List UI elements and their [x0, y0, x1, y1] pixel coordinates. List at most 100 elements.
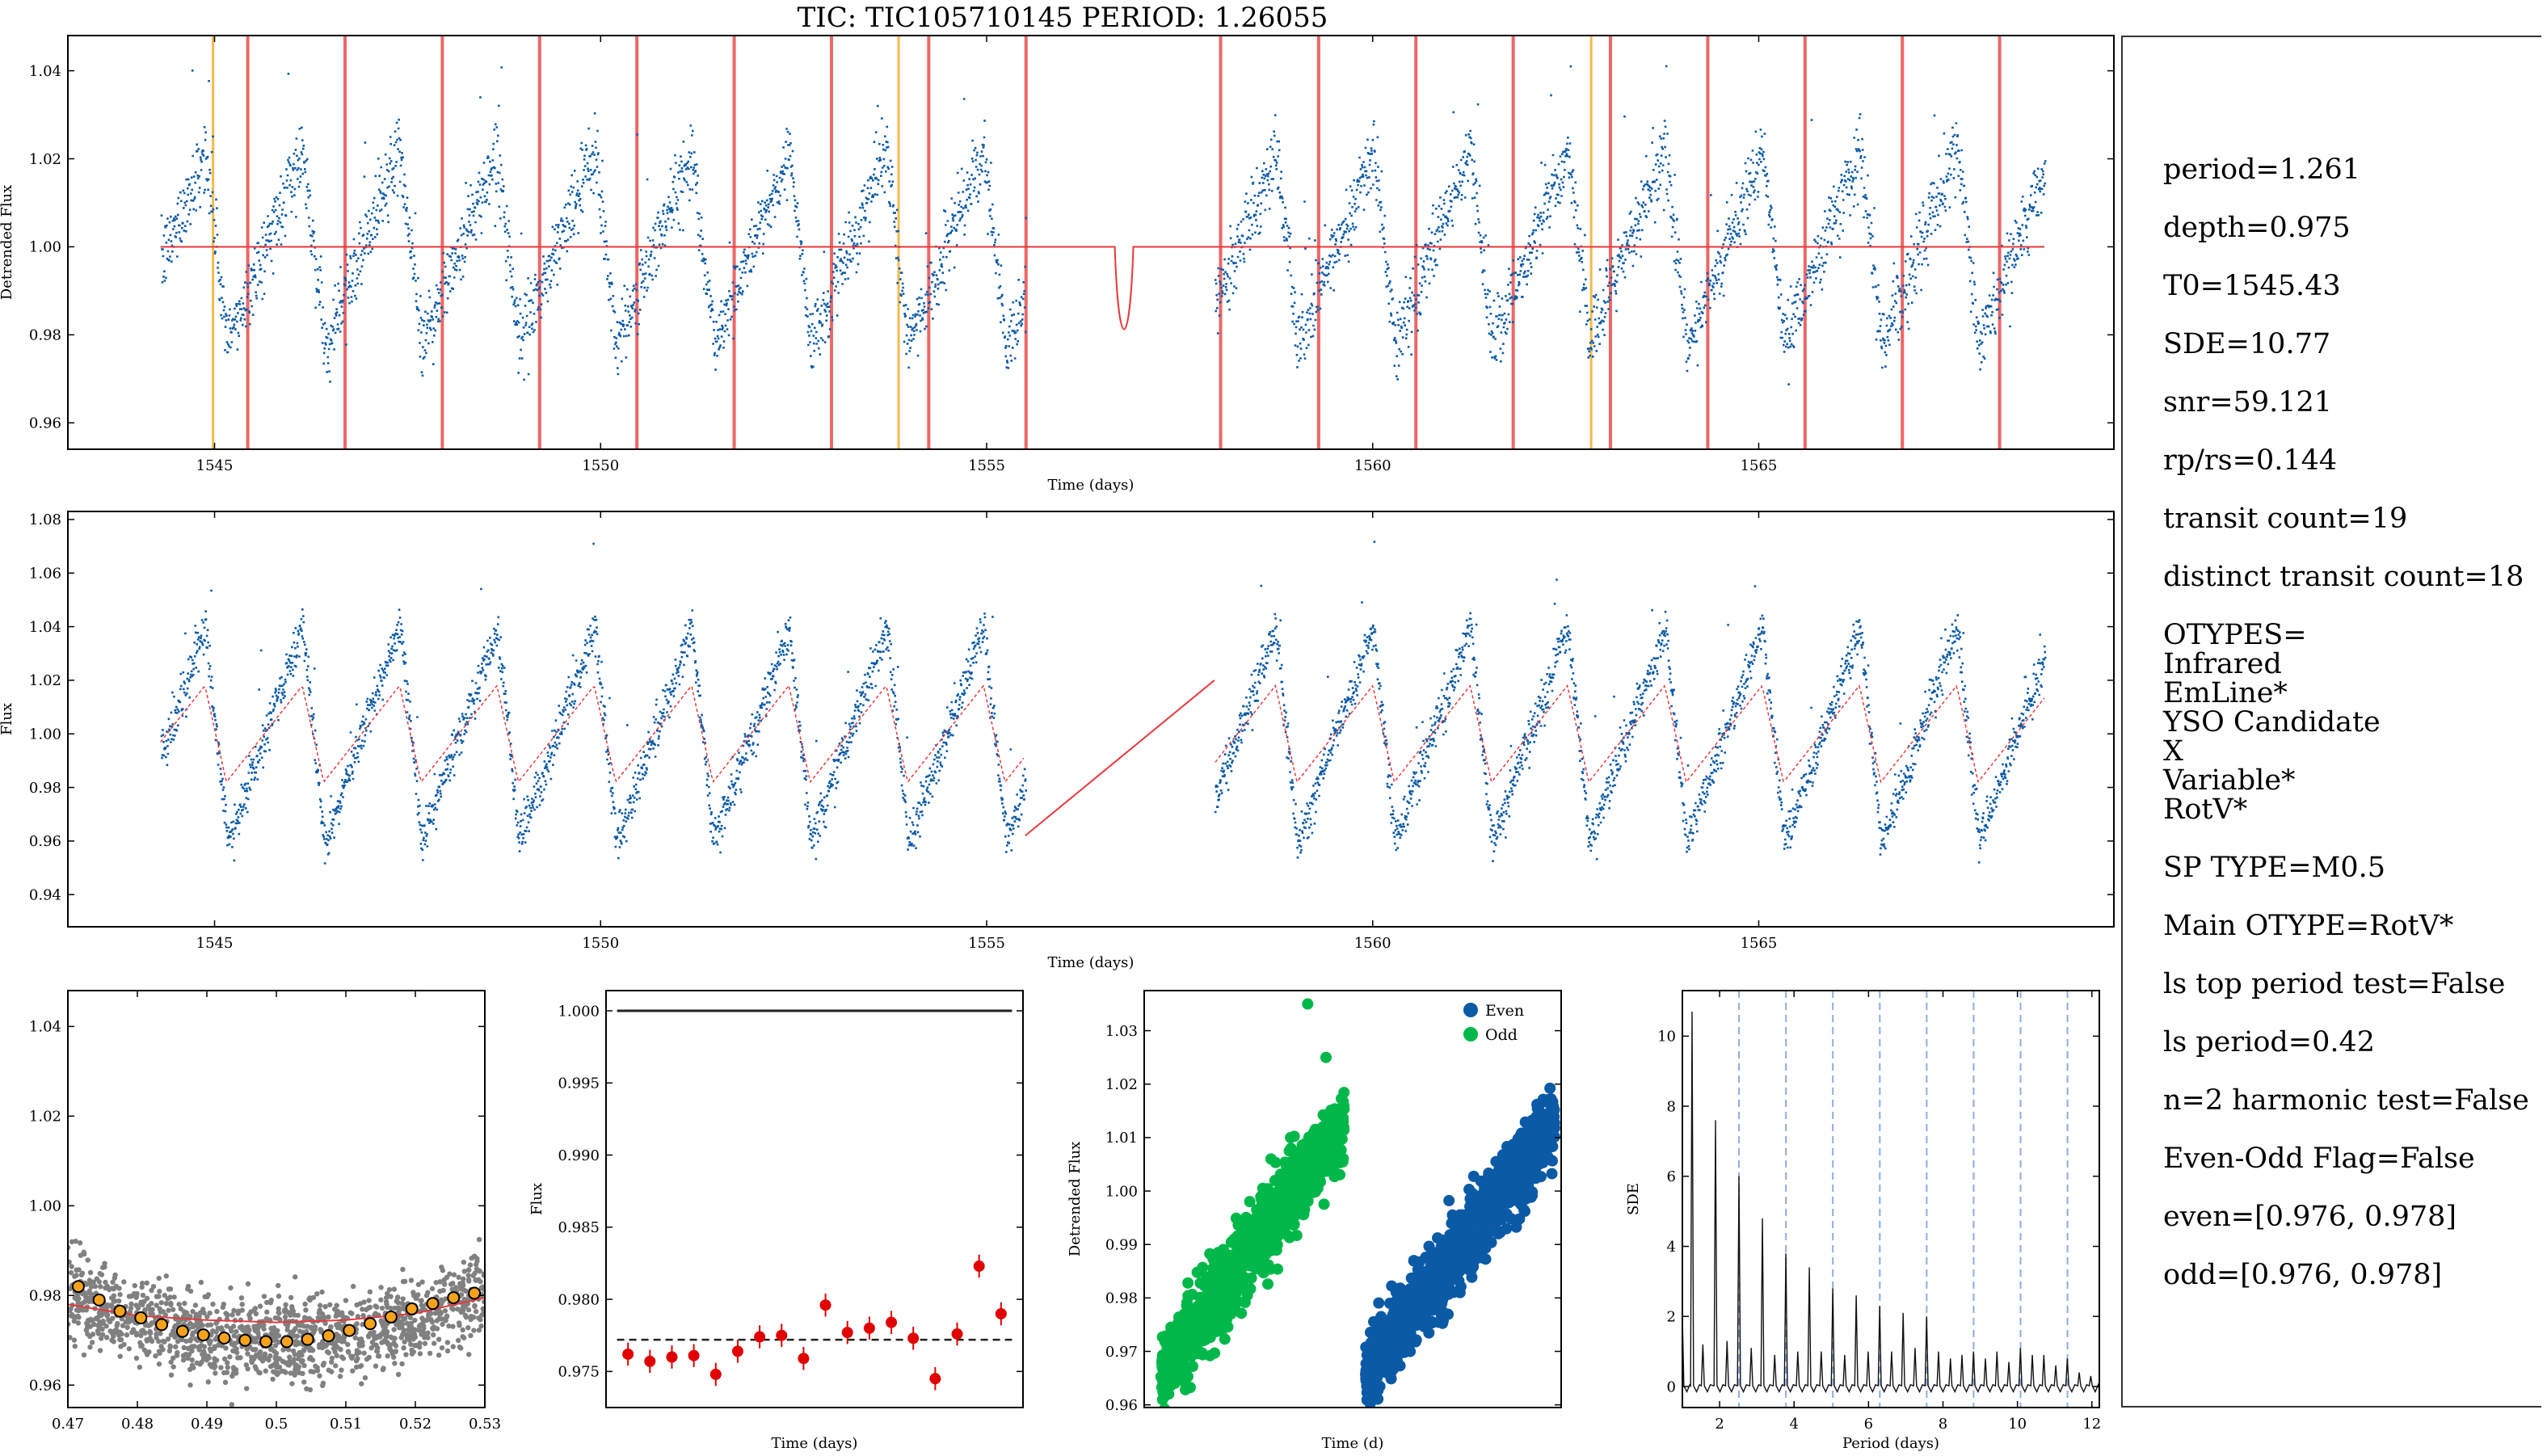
raw-phase-point [400, 1296, 406, 1302]
raw-phase-point [107, 1319, 113, 1325]
raw-phase-point [92, 1283, 99, 1290]
raw-phase-point [71, 1314, 77, 1319]
raw-phase-point [71, 1337, 78, 1343]
raw-phase-point [460, 1327, 465, 1333]
raw-phase-point [350, 1283, 356, 1290]
depth-point [951, 1328, 963, 1340]
raw-phase-point [221, 1301, 227, 1307]
raw-phase-point [207, 1310, 213, 1316]
raw-phase-point [263, 1299, 270, 1306]
raw-phase-point [171, 1324, 178, 1331]
transit-depth-chart-ytick-label: 0.980 [558, 1291, 600, 1308]
detrended-chart-xtick-label: 1560 [1354, 457, 1391, 474]
detrended-chart: 1545 1550 1555 1560 1565 0.96 0.98 1.00 1.02 1.04… [0, 35, 2115, 494]
raw-phase-point [81, 1251, 87, 1257]
raw-phase-point [89, 1291, 95, 1298]
raw-phase-point [77, 1240, 83, 1246]
raw-phase-point [439, 1344, 445, 1351]
raw-phase-point [389, 1351, 395, 1357]
raw-phase-point [96, 1279, 103, 1285]
raw-phase-point [366, 1298, 372, 1303]
raw-phase-point [283, 1302, 288, 1308]
raw-phase-point [133, 1302, 139, 1308]
detrended-chart-ytick-label: 0.98 [29, 327, 61, 344]
odd-points-outlier [1228, 1233, 1240, 1245]
raw-phase-point [308, 1345, 314, 1351]
raw-phase-point [168, 1302, 174, 1308]
raw-phase-point [385, 1353, 390, 1359]
raw-phase-point [153, 1353, 158, 1359]
raw-phase-point [425, 1290, 431, 1295]
raw-phase-point [154, 1302, 159, 1308]
binned-point [196, 1328, 210, 1342]
raw-phase-point [90, 1332, 96, 1337]
raw-phase-point [297, 1328, 303, 1334]
odd-points-outlier [1320, 1051, 1332, 1063]
raw-phase-point [271, 1369, 276, 1374]
raw-phase-point [335, 1333, 342, 1339]
raw-phase-point [456, 1320, 462, 1326]
raw-phase-point [436, 1353, 442, 1358]
raw-phase-point [381, 1324, 387, 1331]
raw-phase-point [437, 1279, 443, 1285]
raw-phase-point [275, 1328, 280, 1334]
raw-phase-point [102, 1260, 107, 1266]
depth-point [886, 1316, 898, 1328]
info-line: T0=1545.43 [2163, 270, 2341, 302]
sde-chart-xlabel: Period (days) [1842, 1435, 1939, 1452]
raw-phase-point [74, 1307, 80, 1313]
raw-phase-point [190, 1308, 196, 1315]
raw-phase-point [457, 1284, 464, 1290]
info-line: ls top period test=False [2163, 968, 2506, 1000]
binned-point [134, 1311, 148, 1325]
raw-phase-point [399, 1361, 405, 1367]
raw-phase-point [275, 1282, 281, 1289]
raw-phase-point [437, 1288, 443, 1294]
raw-phase-point [312, 1327, 318, 1332]
raw-phase-point [91, 1279, 96, 1285]
even-points-outlier [1435, 1308, 1447, 1320]
raw-phase-point [360, 1313, 366, 1319]
raw-phase-point [162, 1312, 168, 1318]
raw-phase-point [76, 1315, 82, 1320]
raw-phase-point [138, 1328, 145, 1334]
info-line: n=2 harmonic test=False [2163, 1084, 2529, 1117]
raw-phase-point [253, 1366, 259, 1372]
raw-phase-point [124, 1324, 130, 1331]
raw-phase-point [455, 1307, 461, 1312]
raw-phase-point [361, 1350, 367, 1356]
raw-phase-point [447, 1271, 453, 1277]
raw-phase-point [287, 1354, 293, 1360]
raw-phase-point [329, 1355, 335, 1361]
raw-phase-point [147, 1307, 153, 1312]
raw-phase-point [128, 1305, 134, 1311]
raw-phase-point [322, 1320, 328, 1327]
raw-phase-point [375, 1353, 381, 1359]
binned-point [259, 1335, 273, 1349]
raw-phase-point [449, 1286, 455, 1292]
raw-phase-point [288, 1370, 293, 1376]
depth-point [688, 1349, 700, 1361]
raw-phase-point [322, 1343, 329, 1349]
raw-phase-point [257, 1370, 263, 1376]
raw-phase-point [149, 1311, 155, 1317]
raw-phase-point [335, 1321, 341, 1328]
raw-phase-point [451, 1272, 457, 1277]
raw-phase-point [138, 1299, 144, 1306]
raw-phase-point [141, 1347, 147, 1353]
sde-chart-ytick-label: 6 [1667, 1168, 1676, 1185]
raw-phase-point [465, 1325, 471, 1331]
raw-phase-point [280, 1347, 286, 1353]
even-odd-chart-ytick-label: 0.97 [1105, 1344, 1138, 1361]
raw-phase-point [293, 1366, 298, 1373]
raw-phase-point [225, 1360, 230, 1366]
raw-phase-point [276, 1310, 282, 1316]
even-odd-chart-ytick-label: 1.02 [1105, 1076, 1138, 1093]
depth-point [754, 1331, 766, 1343]
raw-phase-point [353, 1364, 360, 1370]
raw-phase-point [334, 1302, 339, 1308]
raw-phase-point [433, 1280, 439, 1286]
binned-point [343, 1323, 356, 1337]
info-line: depth=0.975 [2163, 212, 2351, 244]
raw-phase-point [117, 1291, 123, 1298]
